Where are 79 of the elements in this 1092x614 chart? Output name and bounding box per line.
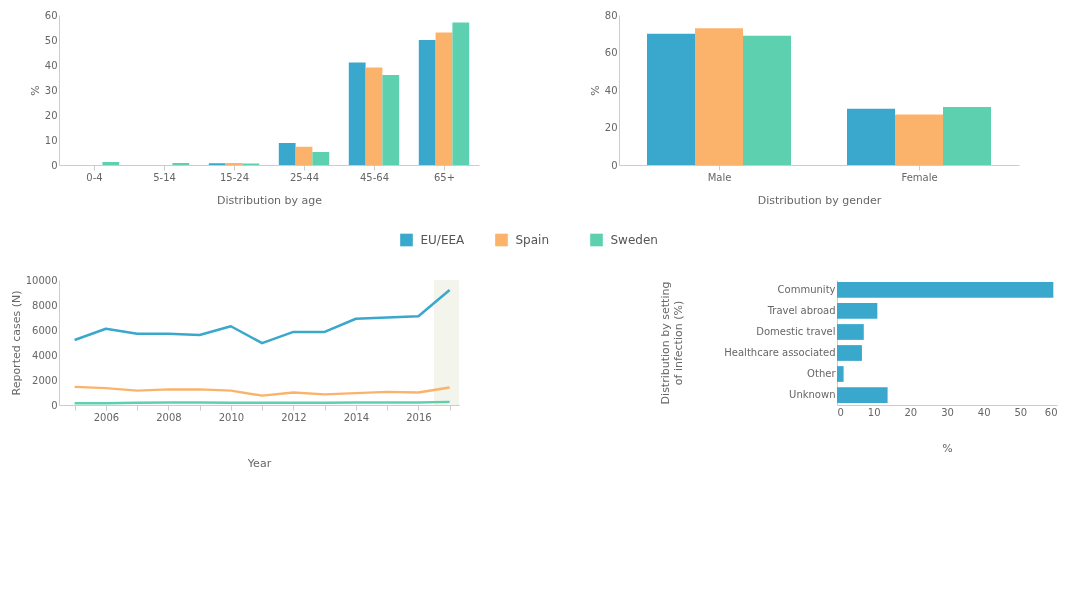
- x-tick-label: Male: [707, 171, 732, 183]
- y-axis-title: %: [28, 85, 42, 96]
- x-tick-label: 2008: [156, 411, 182, 423]
- bar: [943, 106, 991, 165]
- y-tick-label: 10: [44, 134, 58, 146]
- bar: [102, 162, 120, 165]
- x-tick-label: 50: [1014, 406, 1028, 418]
- x-tick-label: 2016: [406, 411, 432, 423]
- y-tick-label: 40: [44, 59, 58, 71]
- y-tick-label: 10000: [25, 274, 58, 286]
- y-tick-label: Domestic travel: [756, 326, 836, 337]
- y-axis-title: Reported cases (N): [9, 290, 23, 396]
- bar: [278, 143, 296, 165]
- x-tick-label: 2010: [218, 411, 245, 423]
- x-tick-label: 0-4: [86, 171, 103, 183]
- x-tick-label: 10: [867, 406, 881, 418]
- y-tick-label: 6000: [32, 324, 58, 336]
- x-tick-label: 40: [977, 406, 991, 418]
- line-series: [73, 385, 451, 397]
- bar: [837, 282, 1054, 298]
- bar: [435, 32, 453, 165]
- y-axis-title: %: [588, 85, 602, 96]
- y-tick-label: 50: [44, 34, 58, 46]
- legend-label: Spain: [515, 233, 550, 247]
- x-tick-label: 15-24: [219, 171, 250, 183]
- y-tick-label: 20: [604, 122, 618, 133]
- bar: [382, 75, 400, 165]
- bar: [837, 303, 878, 319]
- x-tick-label: 65+: [433, 171, 456, 183]
- bar: [295, 146, 313, 165]
- bar: [895, 114, 943, 165]
- legend-label: EU/EEA: [420, 233, 466, 247]
- x-tick-label: 45-64: [359, 171, 390, 183]
- bar: [743, 35, 791, 165]
- x-tick-label: Female: [901, 171, 938, 183]
- bar: [837, 387, 888, 403]
- bar: [452, 22, 470, 165]
- y-tick-label: 60: [44, 9, 58, 21]
- y-tick-label: 60: [604, 47, 618, 58]
- line-series: [73, 288, 451, 345]
- bar: [837, 345, 862, 361]
- y-tick-label: 80: [604, 9, 618, 21]
- x-tick-label: 0: [837, 406, 844, 418]
- y-tick-label: Travel abroad: [766, 304, 836, 316]
- bar: [837, 324, 864, 340]
- y-tick-label: 0: [611, 159, 618, 171]
- y-tick-label: 2000: [32, 374, 58, 386]
- x-axis-title: Distribution by age: [216, 193, 323, 207]
- bar: [365, 67, 383, 165]
- x-tick-label: 5-14: [153, 171, 176, 183]
- x-tick-label: 60: [1044, 406, 1058, 418]
- x-axis-title: Year: [246, 456, 272, 470]
- y-axis-title: Distribution by setting of infection (%): [659, 281, 686, 405]
- x-tick-label: 2006: [93, 411, 120, 423]
- y-tick-label: Community: [777, 283, 836, 295]
- bar: [837, 366, 844, 382]
- bar: [647, 33, 695, 165]
- y-tick-label: 20: [44, 109, 58, 121]
- y-tick-label: 0: [51, 159, 58, 171]
- y-tick-label: 8000: [32, 299, 58, 311]
- y-tick-label: Unknown: [789, 389, 836, 401]
- x-tick-label: 2012: [281, 411, 307, 423]
- bar: [847, 108, 895, 165]
- x-tick-label: 20: [904, 406, 918, 418]
- legend-label: Sweden: [610, 233, 658, 247]
- x-axis-title: Distribution by gender: [757, 193, 882, 207]
- y-tick-label: 40: [604, 84, 618, 96]
- y-tick-label: Healthcare associated: [724, 347, 836, 358]
- y-tick-label: 4000: [32, 349, 58, 361]
- x-tick-label: 2014: [343, 411, 370, 423]
- y-tick-label: 30: [44, 84, 58, 96]
- x-tick-label: 25-44: [289, 171, 320, 183]
- bar: [418, 40, 436, 165]
- x-axis-title: %: [942, 441, 953, 455]
- y-tick-label: Other: [807, 368, 837, 380]
- bar: [312, 152, 330, 165]
- bar: [695, 28, 743, 165]
- bar: [348, 62, 366, 165]
- x-tick-label: 30: [941, 406, 954, 418]
